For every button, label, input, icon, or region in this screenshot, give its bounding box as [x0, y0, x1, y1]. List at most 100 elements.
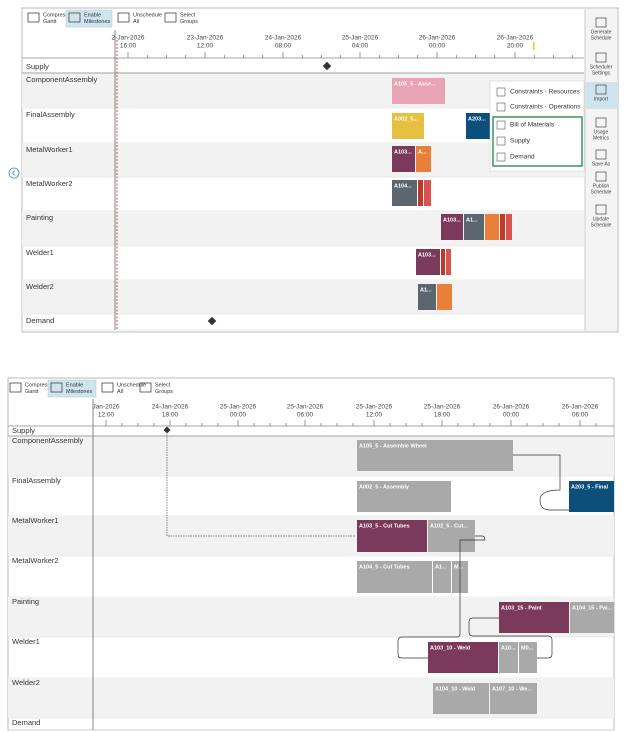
gantt-bar[interactable]: [392, 113, 424, 139]
gantt-bar[interactable]: [357, 440, 513, 471]
sidebar-button[interactable]: Scheduler: [590, 64, 613, 70]
sidebar-button[interactable]: Schedule: [591, 35, 612, 41]
row-label: MetalWorker1: [12, 516, 59, 525]
toolbar-button[interactable]: Compress: [43, 12, 68, 18]
sidebar-button[interactable]: Schedule: [591, 222, 612, 228]
toolbar-button[interactable]: Milestones: [84, 19, 111, 25]
sidebar-button[interactable]: Settings: [592, 70, 611, 76]
row-label: MetalWorker1: [26, 145, 73, 154]
toolbar-button[interactable]: Select: [155, 382, 171, 388]
collapse-button[interactable]: [8, 167, 20, 179]
bar-label: M...: [454, 564, 464, 570]
gantt-bar[interactable]: [485, 214, 499, 240]
gantt-bar[interactable]: [418, 180, 423, 206]
sidebar-button[interactable]: Publish: [593, 183, 610, 189]
gantt-bar[interactable]: [428, 520, 475, 552]
toolbar-button[interactable]: Groups: [180, 19, 198, 25]
gantt-bar[interactable]: [392, 78, 445, 104]
toolbar-button[interactable]: Gantt: [25, 389, 39, 395]
toolbar-icon[interactable]: [27, 12, 40, 23]
gantt-bar[interactable]: [357, 561, 432, 593]
sidebar-icon[interactable]: [595, 17, 607, 28]
sidebar-icon[interactable]: [595, 52, 607, 63]
gantt-bar[interactable]: [569, 481, 614, 512]
timeline-date: 25-Jan-2026: [220, 404, 257, 411]
gantt-bar[interactable]: [500, 214, 505, 240]
milestone[interactable]: [207, 316, 217, 326]
gantt-bar[interactable]: [464, 214, 484, 240]
menu-item[interactable]: Constraints - Resources: [510, 89, 580, 96]
toolbar-icon[interactable]: [164, 12, 177, 23]
toolbar-icon[interactable]: [68, 12, 81, 23]
row-label: FinalAssembly: [12, 476, 61, 485]
gantt-bar[interactable]: [519, 642, 537, 673]
sidebar-button[interactable]: Update: [593, 216, 609, 222]
menu-icon: [496, 152, 506, 162]
sidebar-button[interactable]: Generate: [591, 29, 612, 35]
toolbar-button[interactable]: Gantt: [43, 19, 57, 25]
sidebar: [585, 9, 617, 331]
sidebar-icon[interactable]: [595, 149, 607, 160]
toolbar-icon[interactable]: [101, 382, 114, 393]
sidebar-icon[interactable]: [595, 117, 607, 128]
toolbar-button[interactable]: Enable: [66, 382, 83, 388]
gantt-bar[interactable]: [446, 249, 451, 275]
menu-item[interactable]: Bill of Materials: [510, 122, 555, 129]
toolbar-button[interactable]: Milestones: [66, 389, 93, 395]
sidebar-icon[interactable]: [595, 84, 607, 95]
gantt-bar[interactable]: [490, 683, 537, 714]
toolbar-icon[interactable]: [139, 382, 152, 393]
gantt-bar[interactable]: [418, 284, 436, 310]
menu-item[interactable]: Supply: [510, 138, 531, 145]
gantt-bar[interactable]: [392, 180, 417, 206]
toolbar-button[interactable]: Select: [180, 12, 196, 18]
milestone[interactable]: [163, 426, 171, 434]
gantt-bar[interactable]: [441, 214, 463, 240]
toolbar-button[interactable]: Unschedule: [117, 382, 146, 388]
sidebar-button[interactable]: Usage: [594, 129, 609, 135]
toolbar-button[interactable]: Enable: [84, 12, 101, 18]
toolbar-button[interactable]: Unschedule: [133, 12, 162, 18]
sidebar-button[interactable]: Metrics: [593, 135, 610, 141]
sidebar-icon[interactable]: [595, 171, 607, 182]
menu-item[interactable]: Demand: [510, 154, 535, 161]
toolbar-button[interactable]: All: [133, 19, 139, 25]
gantt-bar[interactable]: [428, 642, 498, 673]
sidebar-icon[interactable]: [595, 204, 607, 215]
menu-icon: [496, 136, 506, 146]
gantt-bar[interactable]: [392, 146, 415, 172]
menu-item[interactable]: Constraints - Operations: [510, 104, 581, 111]
gantt-bar[interactable]: [416, 249, 440, 275]
toolbar-icon[interactable]: [9, 382, 22, 393]
bar-label: A103...: [443, 217, 461, 223]
toolbar-button[interactable]: Compress: [25, 382, 50, 388]
gantt-bar[interactable]: [437, 284, 452, 310]
toolbar-icon[interactable]: [117, 12, 130, 23]
milestone[interactable]: [322, 61, 332, 71]
gantt-bar[interactable]: [416, 146, 431, 172]
bar-label: A103_5 - Cut Tubes: [359, 523, 410, 529]
gantt-bar[interactable]: [357, 520, 427, 552]
gantt-bar[interactable]: [433, 561, 451, 593]
row-label: MetalWorker2: [12, 556, 59, 565]
timeline-time: 00:00: [429, 43, 446, 50]
gantt-bar[interactable]: [570, 602, 614, 633]
sidebar-button[interactable]: Save As: [592, 161, 611, 167]
bar-label: A103_10 - Weld: [430, 645, 470, 651]
gantt-bar[interactable]: [506, 214, 512, 240]
gantt-bar[interactable]: [466, 113, 490, 139]
gantt-bar[interactable]: [499, 602, 569, 633]
bar-label: A1...: [435, 564, 447, 570]
gantt-bar[interactable]: [424, 180, 431, 206]
toolbar-icon[interactable]: [50, 382, 63, 393]
gantt-bar[interactable]: [499, 642, 518, 673]
toolbar-button[interactable]: Groups: [155, 389, 173, 395]
gantt-bar[interactable]: [357, 481, 451, 512]
sidebar-button[interactable]: Schedule: [591, 189, 612, 195]
gantt-bar[interactable]: [433, 683, 489, 714]
timeline-date: 23-Jan-2026: [187, 35, 224, 42]
sidebar-button[interactable]: Import: [594, 96, 609, 102]
gantt-bar[interactable]: [441, 249, 445, 275]
bar-label: A002_5...: [394, 116, 418, 122]
toolbar-button[interactable]: All: [117, 389, 123, 395]
